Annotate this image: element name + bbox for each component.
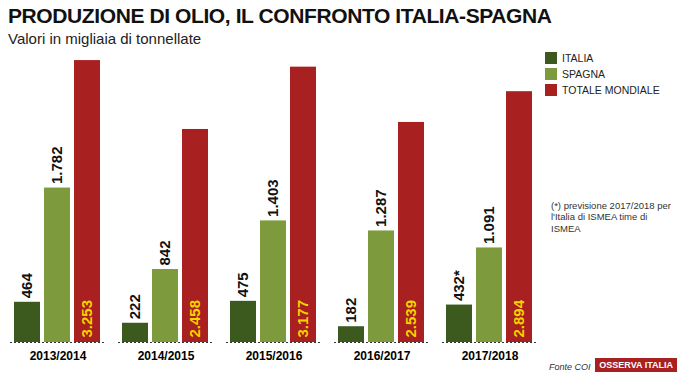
svg-text:222: 222 bbox=[126, 294, 143, 319]
svg-text:2013/2014: 2013/2014 bbox=[30, 349, 87, 363]
svg-text:182: 182 bbox=[342, 298, 359, 323]
html-text:Valori in migliaia di tonnella: Valori in migliaia di tonnellate bbox=[8, 30, 202, 47]
svg-text:1.091: 1.091 bbox=[480, 206, 497, 244]
svg-text:3.253: 3.253 bbox=[78, 300, 95, 338]
html-text:PRODUZIONE DI OLIO, IL CONFRON: PRODUZIONE DI OLIO, IL CONFRONTO ITALIA-… bbox=[8, 4, 552, 27]
html-text:TOTALE MONDIALE: TOTALE MONDIALE bbox=[562, 84, 660, 96]
html-text:SPAGNA: SPAGNA bbox=[562, 68, 605, 80]
svg-text:2.894: 2.894 bbox=[510, 299, 527, 337]
svg-text:2.458: 2.458 bbox=[186, 300, 203, 338]
html-text:ITALIA: ITALIA bbox=[562, 52, 594, 64]
svg-text:1.782: 1.782 bbox=[48, 147, 65, 185]
svg-text:842: 842 bbox=[156, 240, 173, 265]
svg-text:2015/2016: 2015/2016 bbox=[246, 349, 303, 363]
html-text:(*) previsione 2017/2018 per l: (*) previsione 2017/2018 per l'Italia di… bbox=[551, 200, 671, 234]
svg-text:3.177: 3.177 bbox=[294, 300, 311, 338]
html-text:Fonte COI: Fonte COI bbox=[549, 362, 591, 372]
svg-text:1.287: 1.287 bbox=[372, 189, 389, 227]
svg-text:2014/2015: 2014/2015 bbox=[138, 349, 195, 363]
svg-text:2016/2017: 2016/2017 bbox=[354, 349, 411, 363]
html-text:OSSERVA ITALIA: OSSERVA ITALIA bbox=[599, 360, 673, 370]
svg-text:1.403: 1.403 bbox=[264, 179, 281, 217]
svg-text:475: 475 bbox=[234, 272, 251, 297]
svg-text:2017/2018: 2017/2018 bbox=[462, 349, 519, 363]
svg-text:432*: 432* bbox=[450, 270, 467, 301]
svg-text:2.539: 2.539 bbox=[402, 300, 419, 338]
svg-text:464: 464 bbox=[18, 273, 35, 299]
